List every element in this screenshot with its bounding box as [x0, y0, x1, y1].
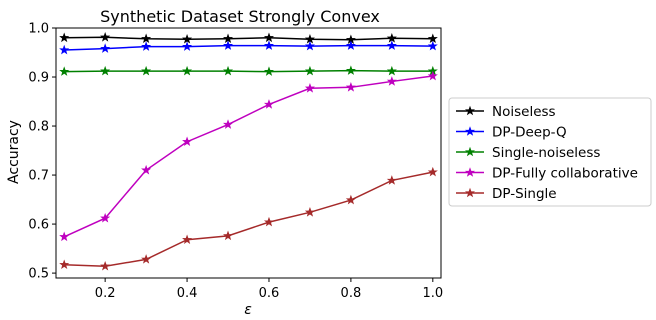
- data-point: [141, 65, 152, 76]
- data-point: [222, 230, 234, 241]
- data-point: [386, 175, 397, 185]
- data-point: [427, 70, 438, 81]
- legend-entry: Single-noiseless: [456, 145, 600, 161]
- data-point: [427, 166, 438, 177]
- y-tick-label: 0.9: [28, 71, 49, 86]
- y-tick-label: 0.8: [28, 120, 49, 135]
- data-point: [304, 82, 315, 93]
- data-point: [182, 33, 193, 44]
- data-point: [345, 65, 356, 75]
- legend-label: Single-noiseless: [492, 145, 600, 161]
- data-point: [386, 40, 397, 50]
- legend-box: [448, 97, 652, 207]
- plot-frame: [55, 27, 442, 279]
- legend-label: DP-Single: [492, 186, 557, 202]
- data-point: [427, 33, 438, 44]
- legend-label: Noiseless: [492, 104, 556, 120]
- series-1: [59, 40, 438, 55]
- data-point: [182, 136, 193, 147]
- series-line-4: [64, 171, 433, 267]
- legend-entry: DP-Deep-Q: [456, 124, 567, 140]
- y-tick-label: 0.6: [28, 218, 49, 233]
- legend-marker: [464, 126, 476, 136]
- data-point: [263, 40, 275, 50]
- y-tick-label: 0.7: [28, 169, 49, 184]
- data-point: [304, 40, 315, 51]
- data-point: [182, 234, 193, 245]
- data-point: [100, 32, 111, 42]
- data-point: [304, 65, 315, 76]
- y-tick-label: 0.5: [28, 267, 49, 282]
- data-point: [141, 254, 152, 264]
- series-2: [59, 65, 438, 76]
- x-tick-label: 0.4: [177, 286, 198, 301]
- data-point: [100, 260, 111, 271]
- legend-entry: DP-Fully collaborative: [456, 165, 638, 181]
- data-point: [59, 44, 70, 55]
- data-point: [386, 65, 397, 76]
- legend-marker: [464, 187, 476, 198]
- chart-title: Synthetic Dataset Strongly Convex: [100, 7, 380, 26]
- data-point: [345, 194, 356, 205]
- y-axis-title: Accuracy: [6, 120, 22, 184]
- data-point: [100, 65, 111, 76]
- series-line-1: [64, 44, 433, 51]
- data-point: [100, 212, 111, 223]
- data-point: [263, 66, 275, 76]
- data-point: [222, 65, 234, 76]
- series-0: [59, 32, 438, 45]
- data-point: [59, 32, 70, 43]
- data-point: [263, 32, 275, 43]
- data-point: [386, 33, 397, 43]
- y-tick-label: 1.0: [28, 22, 49, 37]
- data-point: [141, 41, 152, 51]
- series-3: [59, 70, 438, 242]
- data-point: [182, 41, 193, 51]
- series-line-2: [64, 69, 433, 73]
- series-line-0: [64, 36, 433, 41]
- data-point: [345, 82, 356, 92]
- legend: Noiseless DP-Deep-Q Single-noiseless DP-Ful…: [448, 97, 652, 207]
- plot-area: [59, 32, 438, 271]
- data-point: [222, 40, 234, 50]
- data-point: [263, 99, 275, 109]
- data-point: [345, 40, 356, 50]
- legend-label: DP-Fully collaborative: [492, 165, 638, 181]
- data-point: [386, 76, 397, 86]
- series-4: [59, 166, 438, 271]
- data-point: [427, 40, 438, 51]
- data-point: [222, 119, 234, 129]
- series-line-3: [63, 75, 433, 238]
- legend-marker: [464, 167, 476, 177]
- axes: 0.2 0.4 0.6 0.8 1.0 0.5 0.6 0.7 0.8 0.9 1.0: [28, 22, 443, 302]
- data-point: [141, 33, 152, 44]
- x-axis-title: ε: [244, 302, 252, 318]
- data-point: [141, 164, 152, 175]
- data-point: [263, 216, 275, 227]
- x-tick-label: 0.2: [95, 286, 116, 301]
- data-point: [182, 65, 193, 76]
- x-tick-label: 0.8: [341, 286, 362, 301]
- data-point: [59, 259, 70, 270]
- legend-entry: Noiseless: [456, 104, 556, 120]
- x-tick-label: 0.6: [259, 286, 280, 301]
- data-point: [59, 66, 70, 76]
- legend-entry: DP-Single: [456, 186, 557, 202]
- legend-marker: [464, 105, 476, 116]
- data-point: [59, 231, 70, 242]
- legend-marker: [464, 146, 476, 157]
- data-point: [304, 207, 315, 217]
- data-point: [100, 43, 111, 53]
- x-tick-label: 1.0: [422, 286, 443, 301]
- legend-label: DP-Deep-Q: [492, 124, 567, 140]
